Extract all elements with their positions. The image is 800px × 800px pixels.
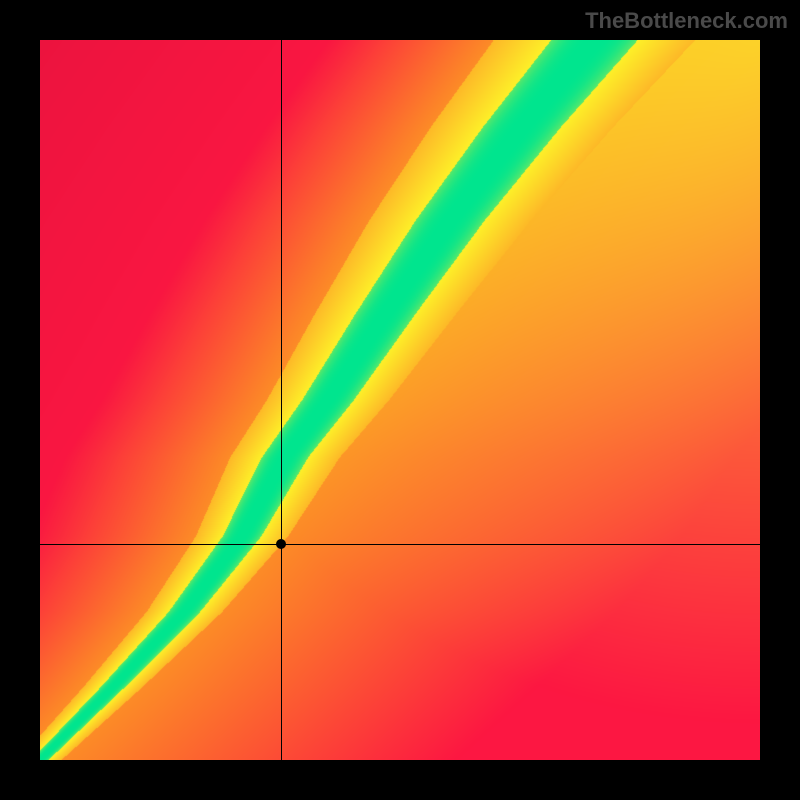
heatmap-canvas: [40, 40, 760, 760]
crosshair-vertical: [281, 40, 282, 760]
crosshair-horizontal: [40, 544, 760, 545]
watermark-text: TheBottleneck.com: [585, 8, 788, 34]
marker-dot: [276, 539, 286, 549]
heatmap-plot: [40, 40, 760, 760]
